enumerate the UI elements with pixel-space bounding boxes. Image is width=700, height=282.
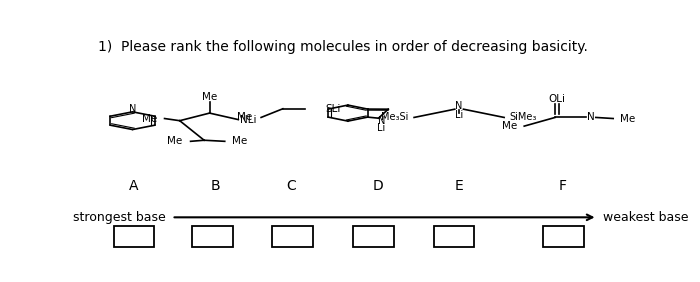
FancyBboxPatch shape xyxy=(354,226,394,247)
FancyBboxPatch shape xyxy=(113,226,154,247)
Text: E: E xyxy=(455,179,463,193)
Text: Li: Li xyxy=(377,123,385,133)
Text: Li: Li xyxy=(455,110,463,120)
Text: Me: Me xyxy=(237,113,253,122)
Text: N: N xyxy=(456,101,463,111)
FancyBboxPatch shape xyxy=(543,226,584,247)
Text: SLi: SLi xyxy=(325,104,340,114)
Text: B: B xyxy=(210,179,220,193)
Text: Me: Me xyxy=(202,92,217,102)
Text: strongest base: strongest base xyxy=(74,211,166,224)
FancyBboxPatch shape xyxy=(433,226,475,247)
Text: SiMe₃: SiMe₃ xyxy=(510,113,537,122)
Text: OLi: OLi xyxy=(549,94,566,104)
Text: NLi: NLi xyxy=(241,114,257,125)
Text: Me: Me xyxy=(167,136,182,146)
Text: D: D xyxy=(372,179,383,193)
Text: 1)  Please rank the following molecules in order of decreasing basicity.: 1) Please rank the following molecules i… xyxy=(98,40,588,54)
Text: F: F xyxy=(558,179,566,193)
Text: Me₃Si: Me₃Si xyxy=(382,113,409,122)
Text: N: N xyxy=(129,104,137,114)
Text: Me: Me xyxy=(620,114,636,124)
Text: N: N xyxy=(587,113,594,122)
Text: A: A xyxy=(129,179,139,193)
Text: Me: Me xyxy=(232,136,247,146)
Text: C: C xyxy=(286,179,296,193)
Text: Me: Me xyxy=(502,121,517,131)
FancyBboxPatch shape xyxy=(193,226,233,247)
Text: Me: Me xyxy=(142,114,158,124)
FancyBboxPatch shape xyxy=(272,226,313,247)
Text: weakest base: weakest base xyxy=(603,211,688,224)
Text: N: N xyxy=(377,116,385,126)
